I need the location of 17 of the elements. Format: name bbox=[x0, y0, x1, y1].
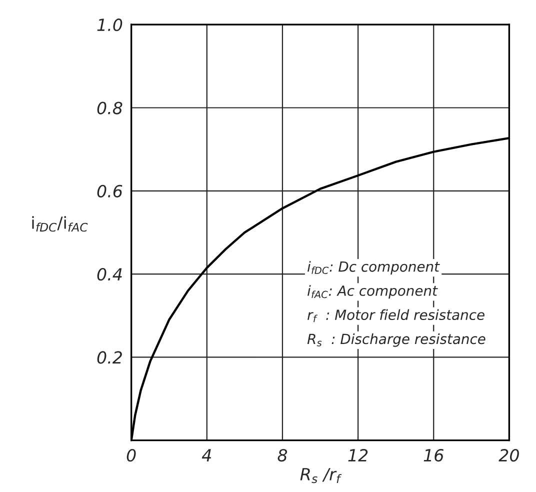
y-tick-label: 0.8 bbox=[97, 102, 122, 114]
y-tick-label: 0.6 bbox=[97, 184, 122, 198]
y-tick-label: 0.2 bbox=[97, 351, 122, 364]
annotation: R$_{s}$ : Discharge resistance bbox=[307, 333, 486, 347]
x-tick-label: 12 bbox=[348, 448, 368, 462]
x-tick-label: 20 bbox=[498, 448, 519, 462]
x-tick-label: 0 bbox=[126, 448, 136, 462]
annotation: i$_{fAC}$: Ac component bbox=[308, 285, 438, 299]
x-tick-label: 16 bbox=[424, 448, 444, 462]
y-tick-label: 0.4 bbox=[97, 268, 122, 281]
x-axis-title: R$_{s}$ /r$_{f}$ bbox=[300, 468, 342, 484]
annotation: i$_{fDC}$: Dc component bbox=[308, 261, 440, 275]
x-tick-label: 8 bbox=[278, 448, 288, 462]
annotation: r$_{f}$ : Motor field resistance bbox=[308, 309, 484, 322]
y-tick-label: 1.0 bbox=[97, 18, 122, 32]
x-tick-label: 4 bbox=[202, 449, 212, 462]
y-axis-title: i$_{fDC}$/i$_{fAC}$ bbox=[32, 216, 88, 232]
